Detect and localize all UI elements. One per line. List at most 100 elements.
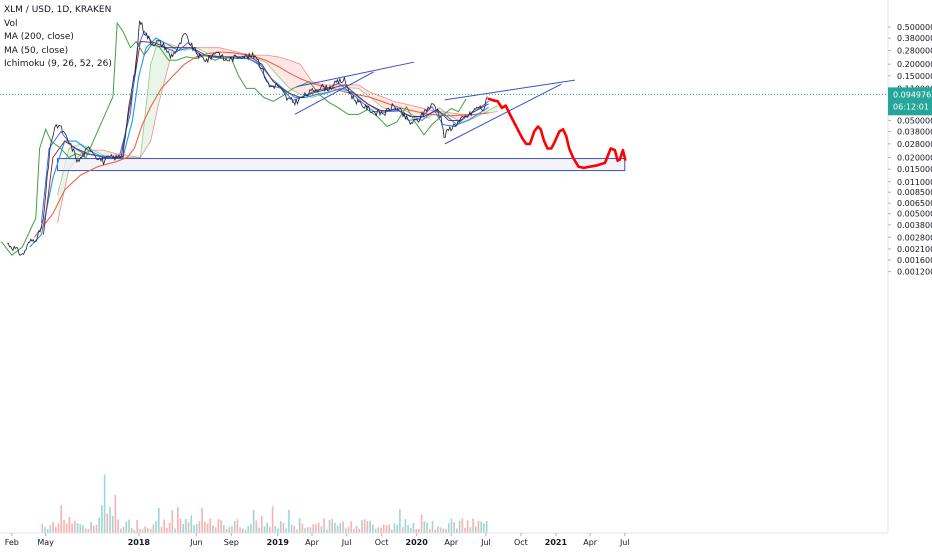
volume-bar bbox=[231, 526, 233, 533]
price-series[interactable] bbox=[7, 20, 488, 256]
volume-bar bbox=[187, 522, 190, 533]
volume-bar bbox=[399, 509, 401, 533]
volume-bar bbox=[315, 524, 317, 533]
volume-bar bbox=[114, 494, 117, 533]
volume-bar bbox=[149, 528, 152, 533]
volume-bar bbox=[174, 528, 176, 533]
last-price-badge: 0.094976 06:12:01 bbox=[888, 87, 932, 116]
trendline[interactable] bbox=[294, 71, 374, 115]
projection-path[interactable] bbox=[487, 97, 627, 170]
volume-bar bbox=[418, 528, 420, 533]
volume-bar bbox=[217, 519, 220, 533]
volume-bar bbox=[120, 528, 122, 533]
legend-ma200[interactable]: MA (200, close) bbox=[4, 32, 74, 42]
volume-bar bbox=[304, 528, 306, 533]
volume-bar bbox=[485, 520, 488, 533]
volume-bar bbox=[87, 528, 90, 533]
price-tick-label: 0.003800 bbox=[897, 221, 932, 230]
volume-bar bbox=[301, 523, 304, 533]
volume-bar bbox=[271, 506, 274, 533]
volume-bar bbox=[214, 527, 217, 533]
legend-volume[interactable]: Vol bbox=[4, 18, 18, 29]
price-tick-label: 0.011000 bbox=[897, 178, 932, 187]
time-tick-label: 2021 bbox=[545, 538, 568, 547]
volume-bar bbox=[122, 526, 125, 533]
volume-bar bbox=[466, 520, 469, 533]
volume-bar bbox=[309, 527, 312, 533]
volume-bar bbox=[52, 522, 54, 533]
volume-bar bbox=[361, 520, 363, 533]
volume-bar bbox=[391, 529, 393, 533]
volume-bar bbox=[44, 527, 46, 533]
trendline[interactable] bbox=[444, 79, 576, 101]
volume-bar bbox=[212, 525, 214, 533]
time-tick-label: 2020 bbox=[406, 538, 429, 547]
volume-bar bbox=[469, 527, 472, 533]
ma200-line[interactable] bbox=[33, 51, 489, 238]
volume-bar bbox=[71, 523, 73, 533]
price-tick-label: 0.015000 bbox=[897, 165, 932, 174]
volume-bar bbox=[223, 524, 225, 533]
volume-bar bbox=[396, 524, 398, 533]
volume-bar bbox=[434, 529, 436, 533]
volume-bar bbox=[125, 521, 128, 533]
volume-bar bbox=[68, 516, 71, 533]
volume-bar bbox=[407, 525, 409, 533]
volume-bar bbox=[410, 527, 412, 533]
time-tick-label: Jul bbox=[619, 538, 630, 547]
price-tick-label: 0.200000 bbox=[897, 60, 932, 69]
time-tick-label: 2018 bbox=[128, 538, 151, 547]
volume-bar bbox=[193, 525, 195, 533]
time-axis[interactable]: Feb May 2018 Jun Sep 2019 Apr Jul Oct 2020 Apr Jul O… bbox=[0, 532, 888, 550]
price-axis[interactable]: 0.500000 0.380000 0.280000 0.200000 0.150000… bbox=[887, 0, 932, 533]
volume-bar bbox=[76, 523, 79, 533]
last-price-label: 0.094976 bbox=[893, 90, 931, 99]
chikou-span-line[interactable] bbox=[1, 21, 467, 256]
volume-bar bbox=[65, 523, 68, 533]
volume-bar bbox=[95, 524, 98, 533]
volume-bar bbox=[266, 522, 268, 533]
support-box[interactable] bbox=[56, 158, 626, 172]
time-tick-label: Oct bbox=[514, 538, 528, 547]
volume-bar bbox=[158, 508, 160, 533]
price-tick-label: 0.008500 bbox=[897, 188, 932, 197]
legend-symbol-title[interactable]: XLM / USD, 1D, KRAKEN bbox=[4, 5, 112, 15]
price-tick-label: 0.020000 bbox=[897, 154, 932, 163]
volume-bar bbox=[106, 513, 109, 533]
volume-bar bbox=[374, 528, 377, 533]
volume-bar bbox=[252, 509, 255, 533]
price-tick-label: 0.038000 bbox=[897, 127, 932, 136]
volume-bar bbox=[382, 524, 385, 533]
volume-bar bbox=[84, 528, 87, 533]
volume-bar bbox=[155, 520, 157, 533]
volume-bar bbox=[250, 524, 252, 533]
legend-ichimoku[interactable]: Ichimoku (9, 26, 52, 26) bbox=[4, 59, 112, 69]
trendline[interactable] bbox=[296, 61, 415, 88]
volume-bar bbox=[339, 522, 342, 533]
legend-ma50[interactable]: MA (50, close) bbox=[4, 45, 69, 56]
plot-area[interactable] bbox=[0, 20, 888, 533]
volume-bar bbox=[363, 519, 366, 533]
volume-bar bbox=[453, 522, 455, 533]
volume-bar bbox=[442, 528, 445, 533]
trendline[interactable] bbox=[444, 83, 562, 145]
volume-bar bbox=[60, 505, 62, 533]
volume-bar bbox=[483, 523, 485, 533]
volume-bar bbox=[312, 524, 314, 533]
axis-corner[interactable] bbox=[888, 533, 932, 550]
volume-bar bbox=[336, 525, 339, 533]
volume-bar bbox=[220, 520, 222, 533]
time-tick-label: May bbox=[37, 538, 54, 547]
volume-bar bbox=[236, 519, 239, 533]
volume-bar bbox=[139, 529, 141, 533]
volume-bar bbox=[79, 524, 81, 533]
price-tick-label: 0.006500 bbox=[897, 199, 932, 208]
volume-bar bbox=[288, 509, 290, 533]
volume-bar bbox=[298, 518, 301, 533]
price-tick-label: 0.380000 bbox=[897, 34, 932, 43]
volume-bar bbox=[358, 528, 361, 533]
time-tick-label: Apr bbox=[305, 538, 320, 547]
volume-bar bbox=[458, 520, 461, 533]
